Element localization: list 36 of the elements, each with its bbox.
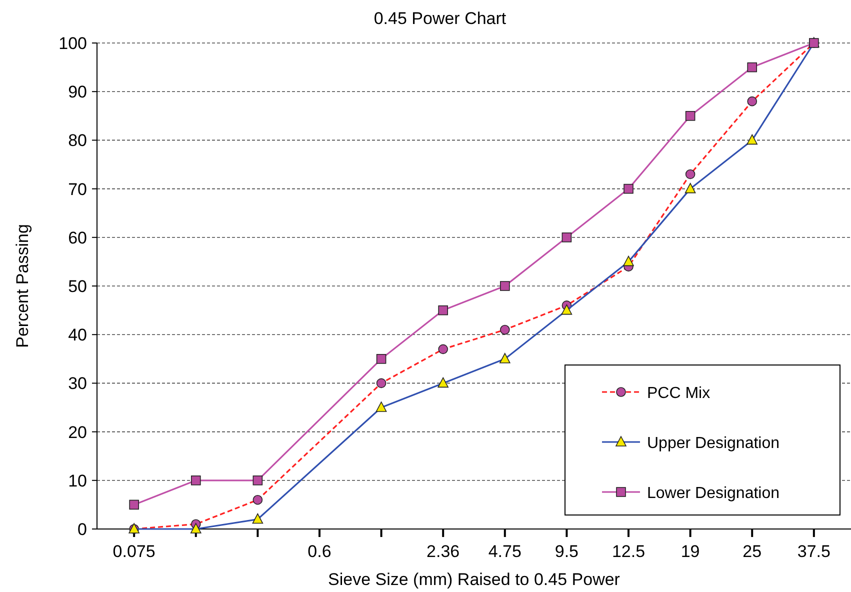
y-tick-label: 80	[68, 131, 87, 150]
point	[747, 62, 758, 72]
point	[624, 184, 634, 194]
point	[685, 111, 696, 121]
point	[190, 476, 201, 486]
x-tick-label: 0.6	[308, 542, 332, 561]
y-tick-label: 20	[68, 422, 87, 442]
point	[252, 476, 263, 486]
y-tick-label: 60	[68, 228, 87, 248]
x-tick-label: 25	[742, 542, 762, 561]
y-tick-label: 70	[68, 180, 87, 199]
legend-label: Lower Designation	[647, 485, 780, 502]
x-tick-label: 0.075	[112, 542, 156, 561]
x-tick-label: 37.5	[797, 542, 830, 561]
x-tick-label: 2.36	[426, 542, 460, 561]
point	[438, 305, 448, 316]
x-tick-label: 4.75	[488, 542, 522, 561]
x-tick-label: 12.5	[612, 542, 646, 561]
x-axis-title: Sieve Size (mm) Raised to 0.45 Power	[328, 570, 620, 589]
y-tick-label: 40	[68, 326, 87, 345]
y-tick-label: 50	[68, 277, 87, 296]
y-axis-title: Percent Passing	[13, 224, 32, 348]
legend-label: PCC Mix	[647, 385, 710, 402]
point	[376, 354, 386, 364]
y-tick-label: 100	[58, 34, 87, 53]
y-tick-label: 30	[68, 374, 87, 394]
chart-title: 0.45 Power Chart	[374, 9, 506, 28]
legend-label: Upper Designation	[647, 435, 780, 452]
x-tick-label: 19	[680, 542, 700, 561]
y-tick-label: 0	[78, 520, 87, 539]
y-tick-label: 90	[68, 82, 87, 102]
x-tick-label: 9.5	[554, 542, 579, 561]
point	[562, 232, 572, 242]
point	[129, 500, 139, 510]
point	[500, 281, 510, 291]
y-tick-label: 10	[68, 471, 87, 490]
